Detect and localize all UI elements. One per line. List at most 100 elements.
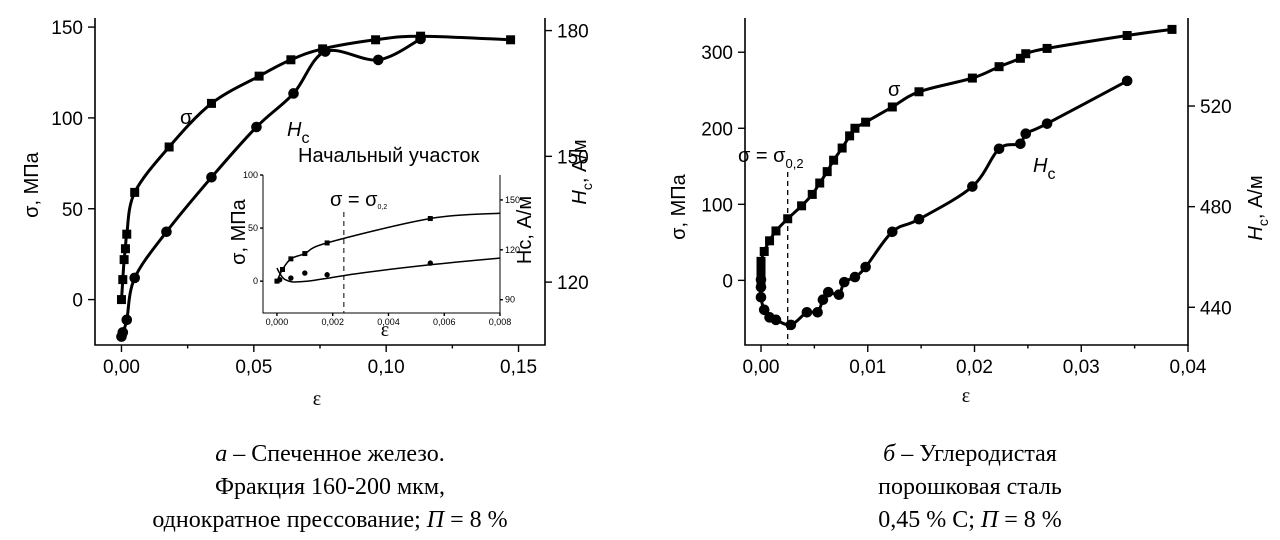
data-point-circle [415,33,426,45]
inset-point-square [288,256,294,262]
data-point-square [765,236,775,246]
data-point-square [967,73,977,83]
chart-a-sigma-series-label: σ [180,107,193,129]
data-point-square [914,87,924,97]
right-y-tick-label: 180 [557,22,589,43]
inset-point-circle [427,260,433,266]
data-point-square [837,143,847,153]
y-tick-label: 50 [248,223,258,233]
inset-point-square [324,240,330,246]
x-tick-label: 0,004 [377,317,400,327]
caption-a-porosity-var: П [426,507,445,533]
caption-a-porosity-value: = 8 % [444,507,508,533]
data-point-square [887,102,897,112]
caption-b-line3-text: 0,45 % С; [878,507,981,533]
chart-a-hc-line [120,37,422,338]
caption-b-line1-text: – Углеродистая [895,441,1057,467]
chart-a-sigma-markers [116,31,516,305]
data-point-circle [833,289,845,300]
data-point-square [286,55,296,65]
chart-b-hc-series-label: Hc [1033,155,1055,183]
data-point-square [371,35,381,45]
chart-b-sigma-line [759,27,1173,281]
inset-point-circle [277,277,283,283]
inset-point-square [427,216,433,222]
data-point-square [506,35,516,45]
caption-a-line1: а – Спеченное железо. [120,438,540,471]
data-point-circle [993,143,1005,155]
data-point-square [807,189,817,199]
x-tick-label: 0,008 [489,317,512,327]
data-point-circle [770,314,782,326]
chart-a-right-tick-labels: 120 150 180 [557,22,589,295]
chart-b-sigma-series-label: σ [888,79,901,101]
data-point-square [206,98,216,108]
data-point-circle [1020,128,1032,140]
caption-a-line1-text: – Спеченное железо. [227,441,445,467]
inset-y-tick-labels: 0 50 100 [243,170,258,286]
caption-a-letter: а [215,441,228,467]
inset-hc-line [276,257,501,283]
data-point-square [120,244,130,254]
data-point-square [1042,43,1052,53]
x-tick-label: 0,00 [103,357,140,378]
data-point-square [118,275,128,285]
data-point-circle [319,46,331,57]
caption-b-letter: б [883,441,896,467]
caption-b-line2: порошковая сталь [878,474,1062,500]
data-point-square [1122,30,1132,40]
data-point-square [254,71,264,81]
chart-b-y-tick-labels: 0 100 200 300 [701,43,733,292]
inset-x-tick-labels: 0,000 0,002 0,004 0,006 0,008 [266,317,512,327]
data-point-circle [838,276,850,288]
inset-threshold-annotation: σ = σ0,2 [330,189,387,211]
chart-a-right-axis-label: Hc, А/м [569,139,595,204]
caption-b-line3: 0,45 % С; П = 8 % [760,504,1180,537]
right-y-tick-label: 440 [1200,298,1232,319]
data-point-circle [206,172,217,183]
data-point-circle [1121,75,1133,87]
data-point-circle [967,181,978,192]
chart-b-right-tick-labels: 440 480 520 [1200,97,1232,319]
x-tick-label: 0,000 [266,317,289,327]
data-point-circle [801,307,813,318]
chart-a-y-tick-labels: 0 50 100 150 [51,18,83,312]
caption-a-line2: Фракция 160-200 мкм, [214,474,446,500]
data-point-square [1015,53,1025,63]
chart-b-y-axis-label: σ, МПа [668,173,690,239]
data-point-square [783,214,793,224]
chart-a-x-tick-labels: 0,00 0,05 0,10 0,15 [103,357,537,378]
data-point-square [756,256,766,266]
data-point-square [756,268,766,278]
data-point-square [122,229,132,239]
data-point-square [994,62,1004,72]
y-tick-label: 100 [51,109,83,130]
data-point-square [759,246,769,256]
data-point-circle [251,121,262,133]
chart-b: 0,00 0,01 0,02 0,03 0,04 0 100 200 300 440 480 52… [668,18,1271,407]
y-tick-label: 0 [253,276,258,286]
inset-x-axis-label: ε [381,319,389,341]
data-point-square [815,178,825,188]
chart-a-hc-markers [116,33,426,342]
data-point-square [1167,24,1177,34]
x-tick-label: 0,002 [321,317,344,327]
right-y-tick-label: 480 [1200,198,1232,219]
data-point-square [861,117,871,127]
inset-sigma-line [276,212,501,282]
y-tick-label: 200 [701,119,733,140]
right-y-tick-label: 520 [1200,97,1232,118]
x-tick-label: 0,006 [433,317,456,327]
data-point-circle [117,327,129,338]
data-point-square [164,142,174,152]
data-point-square [797,201,807,211]
chart-a-sigma-line [120,34,511,300]
chart-b-x-tick-labels: 0,00 0,01 0,02 0,03 0,04 [743,357,1207,378]
data-point-square [756,262,766,272]
inset-hc-markers [277,260,433,283]
chart-b-hc-markers [755,75,1133,331]
chart-a-x-axis-label: ε [313,388,321,410]
chart-b-sigma-markers [756,24,1177,285]
inset-point-square [274,278,280,284]
data-point-circle [817,294,829,306]
